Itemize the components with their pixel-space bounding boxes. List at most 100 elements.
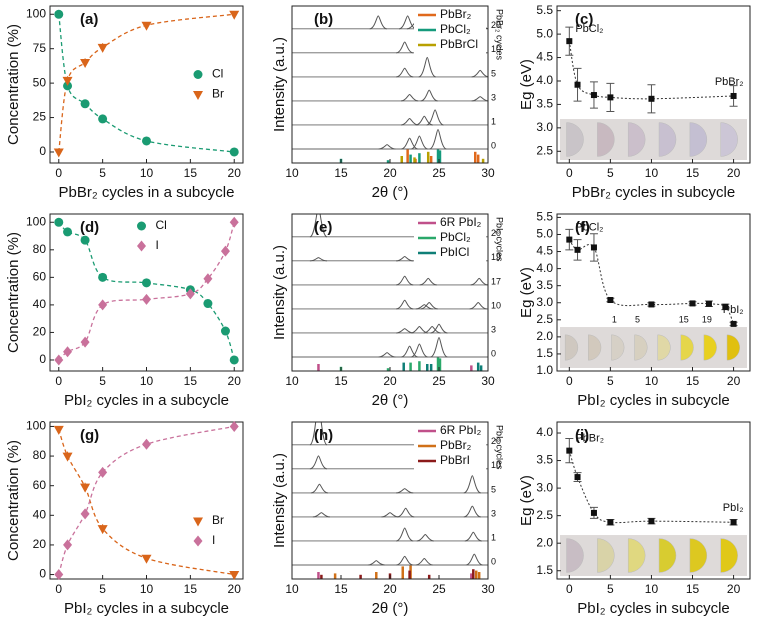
point bbox=[80, 99, 90, 109]
diffraction-peak bbox=[310, 483, 329, 494]
legend-label: Br bbox=[212, 87, 224, 101]
x-tick-label: 30 bbox=[481, 166, 495, 180]
point bbox=[203, 299, 213, 309]
point bbox=[648, 518, 655, 525]
legend-label: PbBr₂ bbox=[440, 438, 472, 452]
diffraction-peak bbox=[400, 93, 419, 102]
y-tick-label: 3.0 bbox=[536, 120, 553, 134]
diffraction-peak bbox=[309, 422, 328, 446]
y-tick-label: 40 bbox=[33, 297, 47, 311]
legend-label: PbBrI bbox=[440, 453, 470, 467]
photo-label: 5 bbox=[635, 314, 640, 324]
traces-axis-label: PbBr₂ cycles bbox=[495, 9, 505, 61]
y-tick-label: 75 bbox=[33, 41, 47, 55]
diffraction-peak bbox=[410, 135, 429, 150]
y-axis-title: Concentration (%) bbox=[5, 440, 22, 561]
film-photo bbox=[657, 334, 671, 361]
photo-label: 19 bbox=[702, 314, 712, 324]
x-axis-title: PbBr₂ cycles in a subcycle bbox=[59, 184, 235, 201]
film-photo bbox=[597, 122, 615, 157]
point bbox=[722, 303, 729, 310]
x-tick-label: 5 bbox=[607, 374, 614, 388]
trace-label: 3 bbox=[491, 508, 496, 518]
panel: 0 5 10 15 20 1.5 2.0 2.5 3.0 3.5 4.0 PbI₂ cycles in… bbox=[518, 421, 751, 617]
point bbox=[607, 297, 614, 304]
point bbox=[141, 21, 152, 31]
x-tick-label: 20 bbox=[383, 166, 397, 180]
plot-area bbox=[58, 12, 235, 154]
x-tick-label: 25 bbox=[432, 374, 446, 388]
point bbox=[62, 76, 73, 86]
diffraction-peak bbox=[369, 15, 387, 30]
y-tick-label: 40 bbox=[33, 507, 47, 521]
y-tick-label: 20 bbox=[33, 325, 47, 339]
y-tick-label: 3.5 bbox=[536, 278, 553, 292]
legend-label: PbCl₂ bbox=[440, 22, 471, 36]
diffraction-peak bbox=[429, 129, 447, 150]
y-tick-label: 5.0 bbox=[536, 26, 553, 40]
diffraction-peak bbox=[395, 527, 414, 542]
legend-label: Cl bbox=[212, 67, 223, 81]
trace-label: 0 bbox=[491, 348, 496, 358]
point bbox=[185, 288, 195, 300]
plot-frame bbox=[49, 5, 244, 164]
y-axis-title: Intensity (a.u.) bbox=[271, 453, 288, 548]
y-tick-label: 60 bbox=[33, 478, 47, 492]
y-tick-label: 4.5 bbox=[536, 50, 553, 64]
x-tick-label: 15 bbox=[334, 582, 348, 596]
x-tick-label: 25 bbox=[432, 166, 446, 180]
diffraction-peak bbox=[420, 89, 438, 102]
y-tick-label: 0 bbox=[39, 352, 46, 366]
diffraction-peak bbox=[471, 96, 488, 102]
x-tick-label: 0 bbox=[55, 166, 62, 180]
point bbox=[63, 227, 73, 237]
diffraction-peak bbox=[415, 304, 433, 310]
x-tick-label: 5 bbox=[99, 582, 106, 596]
x-tick-label: 10 bbox=[645, 582, 659, 596]
point bbox=[54, 9, 64, 19]
x-tick-label: 15 bbox=[184, 582, 198, 596]
plot-frame bbox=[556, 5, 751, 164]
point bbox=[62, 452, 73, 462]
trace-label: 3 bbox=[491, 324, 496, 334]
diffraction-peak bbox=[396, 488, 414, 494]
legend-marker bbox=[193, 535, 203, 547]
panel-label: (d) bbox=[80, 219, 99, 236]
diffraction-peak bbox=[309, 257, 328, 262]
x-tick-label: 10 bbox=[285, 166, 299, 180]
y-tick-label: 0 bbox=[39, 567, 46, 581]
fit-curve bbox=[58, 222, 235, 361]
x-tick-label: 25 bbox=[432, 582, 446, 596]
diffraction-peak bbox=[398, 15, 417, 30]
legend-label: I bbox=[212, 533, 215, 547]
x-tick-label: 5 bbox=[99, 166, 106, 180]
diffraction-peak bbox=[423, 325, 441, 334]
y-tick-label: 1.5 bbox=[536, 346, 553, 360]
x-tick-label: 15 bbox=[686, 166, 700, 180]
annotation: PbI₂ bbox=[723, 304, 744, 316]
point bbox=[229, 571, 240, 581]
point bbox=[607, 94, 614, 101]
x-tick-label: 5 bbox=[607, 166, 614, 180]
point bbox=[574, 246, 581, 253]
x-tick-label: 20 bbox=[727, 166, 741, 180]
film-photo bbox=[726, 334, 741, 361]
film-photo bbox=[658, 538, 677, 573]
y-axis-title: Eg (eV) bbox=[518, 475, 535, 526]
film-photo bbox=[658, 122, 677, 157]
y-tick-label: 2.0 bbox=[536, 329, 553, 343]
diffraction-peak bbox=[400, 117, 419, 126]
point bbox=[648, 95, 655, 102]
diffraction-peak bbox=[378, 144, 396, 150]
point bbox=[566, 447, 573, 454]
film-photo bbox=[689, 122, 707, 157]
trace-label: 20 bbox=[491, 228, 501, 238]
plot-area bbox=[292, 214, 488, 371]
x-tick-label: 15 bbox=[686, 374, 700, 388]
plot-frame bbox=[49, 213, 244, 372]
point bbox=[220, 245, 230, 257]
annotation: PbI₂ bbox=[723, 502, 744, 514]
point bbox=[590, 92, 597, 99]
